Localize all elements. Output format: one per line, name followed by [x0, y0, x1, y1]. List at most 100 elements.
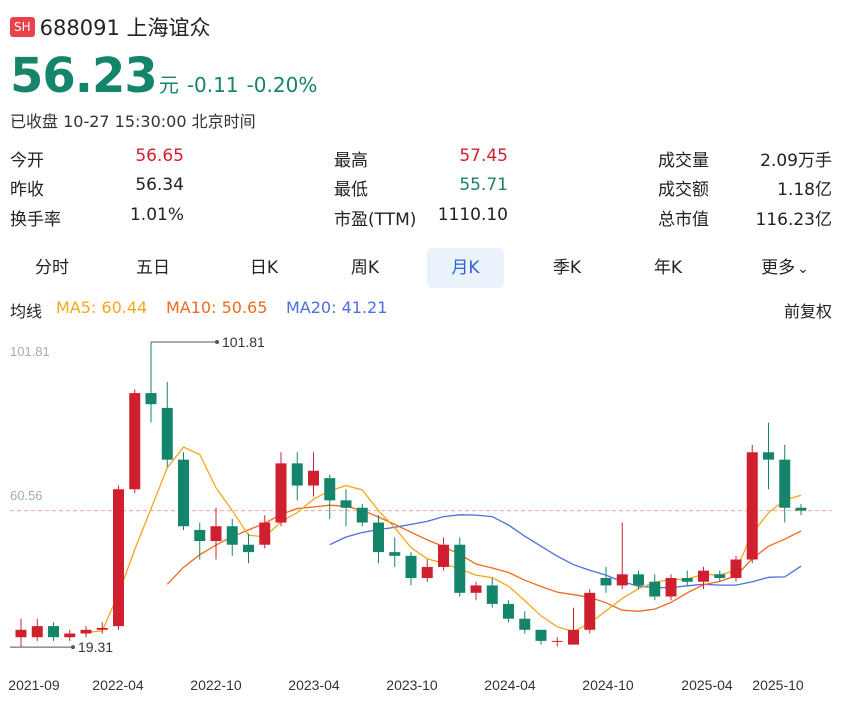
- candle: [746, 444, 758, 564]
- tab-quarterly-k[interactable]: 季K: [552, 258, 582, 278]
- candle: [373, 515, 384, 564]
- x-tick-label: 2024-04: [484, 677, 536, 693]
- candle: [421, 559, 433, 582]
- candle-body: [178, 459, 189, 527]
- max-price-label: 101.81: [222, 334, 265, 350]
- candle-body: [64, 633, 76, 638]
- stat-label: 最低: [334, 180, 368, 200]
- current-price: 56.23: [10, 48, 158, 104]
- price-unit: 元: [158, 73, 179, 97]
- x-tick-label: 2025-10: [752, 677, 804, 693]
- stat-label: 最高: [334, 151, 368, 171]
- candle-body: [291, 463, 303, 486]
- candle: [730, 555, 742, 582]
- candle: [96, 622, 108, 634]
- candle-body: [356, 507, 368, 523]
- candle-body: [486, 585, 498, 604]
- price-row: 56.23 元 -0.11 -0.20%: [10, 48, 317, 104]
- stat-label: 换手率: [10, 210, 61, 230]
- candle: [161, 381, 173, 468]
- candle-body: [454, 544, 466, 593]
- candle-body: [795, 507, 807, 511]
- candle: [795, 504, 807, 516]
- candle: [681, 570, 693, 586]
- candle-body: [161, 407, 173, 460]
- candle: [259, 515, 271, 549]
- ma10-line: [166, 504, 802, 612]
- candle-body: [48, 626, 59, 638]
- candle-body: [31, 626, 43, 638]
- candle-body: [194, 529, 206, 542]
- tab-intraday[interactable]: 分时: [35, 258, 69, 278]
- candle: [454, 537, 466, 597]
- candle: [503, 600, 514, 623]
- candle-body: [80, 629, 92, 634]
- ma5-label: MA5: 60.44: [56, 298, 148, 317]
- x-tick-label: 2024-10: [582, 677, 634, 693]
- ma20-label: MA20: 41.21: [286, 298, 388, 317]
- candle: [48, 622, 59, 641]
- candle: [698, 566, 709, 590]
- candle: [438, 537, 449, 571]
- x-tick-label: 2022-10: [190, 677, 242, 693]
- candle: [64, 629, 76, 641]
- candle-body: [584, 592, 596, 630]
- candle-body: [15, 629, 27, 638]
- x-tick-label: 2023-10: [386, 677, 438, 693]
- candle: [275, 452, 287, 527]
- adjust-toggle[interactable]: 前复权: [783, 302, 832, 321]
- candle-body: [698, 570, 709, 582]
- candle-body: [113, 489, 124, 627]
- candle: [649, 574, 661, 601]
- stat-value: 1110.10: [437, 205, 508, 225]
- annotations: 101.81 19.31: [10, 334, 265, 655]
- candle-body: [226, 526, 238, 545]
- stats-row: 昨收 56.34 最低 55.71 成交额 1.18亿: [10, 175, 832, 200]
- candle-body: [616, 574, 628, 586]
- candle-body: [210, 526, 222, 542]
- candle: [763, 422, 774, 490]
- y-axis-top-label: 101.81: [10, 344, 50, 359]
- ma-legend-title: 均线: [10, 302, 43, 321]
- x-axis: 2021-09 2022-04 2022-10 2023-04 2023-10 2024-…: [8, 677, 804, 693]
- candle: [178, 452, 189, 530]
- stat-value: 57.45: [459, 146, 508, 166]
- candle-body: [665, 578, 677, 597]
- candle-body: [259, 522, 271, 545]
- tab-more[interactable]: 更多 ⌄: [740, 248, 830, 288]
- tab-daily-k[interactable]: 日K: [249, 258, 279, 278]
- candle-body: [145, 393, 157, 405]
- candle-body: [243, 544, 254, 553]
- candle: [31, 618, 43, 641]
- stat-value: 2.09万手: [760, 151, 832, 171]
- candle: [210, 507, 222, 560]
- candle: [356, 504, 368, 527]
- stat-value: 56.65: [135, 146, 184, 166]
- ma20-line: [329, 514, 802, 589]
- tab-weekly-k[interactable]: 周K: [350, 258, 380, 278]
- candle-body: [568, 629, 579, 645]
- candle-body: [405, 555, 417, 579]
- candle: [80, 626, 92, 638]
- candle: [665, 574, 677, 601]
- tab-monthly-k[interactable]: 月K: [427, 248, 504, 288]
- tab-yearly-k[interactable]: 年K: [653, 258, 683, 278]
- stock-code-name: 688091 上海谊众: [39, 16, 211, 40]
- stats-row: 换手率 1.01% 市盈(TTM) 1110.10 总市值 116.23亿: [10, 205, 832, 230]
- candle: [15, 618, 27, 648]
- stat-value: 1.01%: [129, 205, 184, 225]
- candle-body: [633, 574, 644, 586]
- tab-five-day[interactable]: 五日: [136, 258, 170, 278]
- candle-body: [681, 578, 693, 582]
- candle: [129, 389, 141, 493]
- candle: [633, 570, 644, 590]
- candle: [308, 452, 319, 497]
- ma20-path: [329, 514, 802, 589]
- candle: [486, 578, 498, 608]
- candle-body: [373, 522, 384, 553]
- stat-label: 成交额: [658, 180, 709, 200]
- period-tabs: 分时 五日 日K 周K 月K 季K 年K 更多 ⌄: [10, 248, 832, 288]
- candle: [616, 522, 628, 590]
- y-axis-mid-label: 60.56: [10, 488, 43, 503]
